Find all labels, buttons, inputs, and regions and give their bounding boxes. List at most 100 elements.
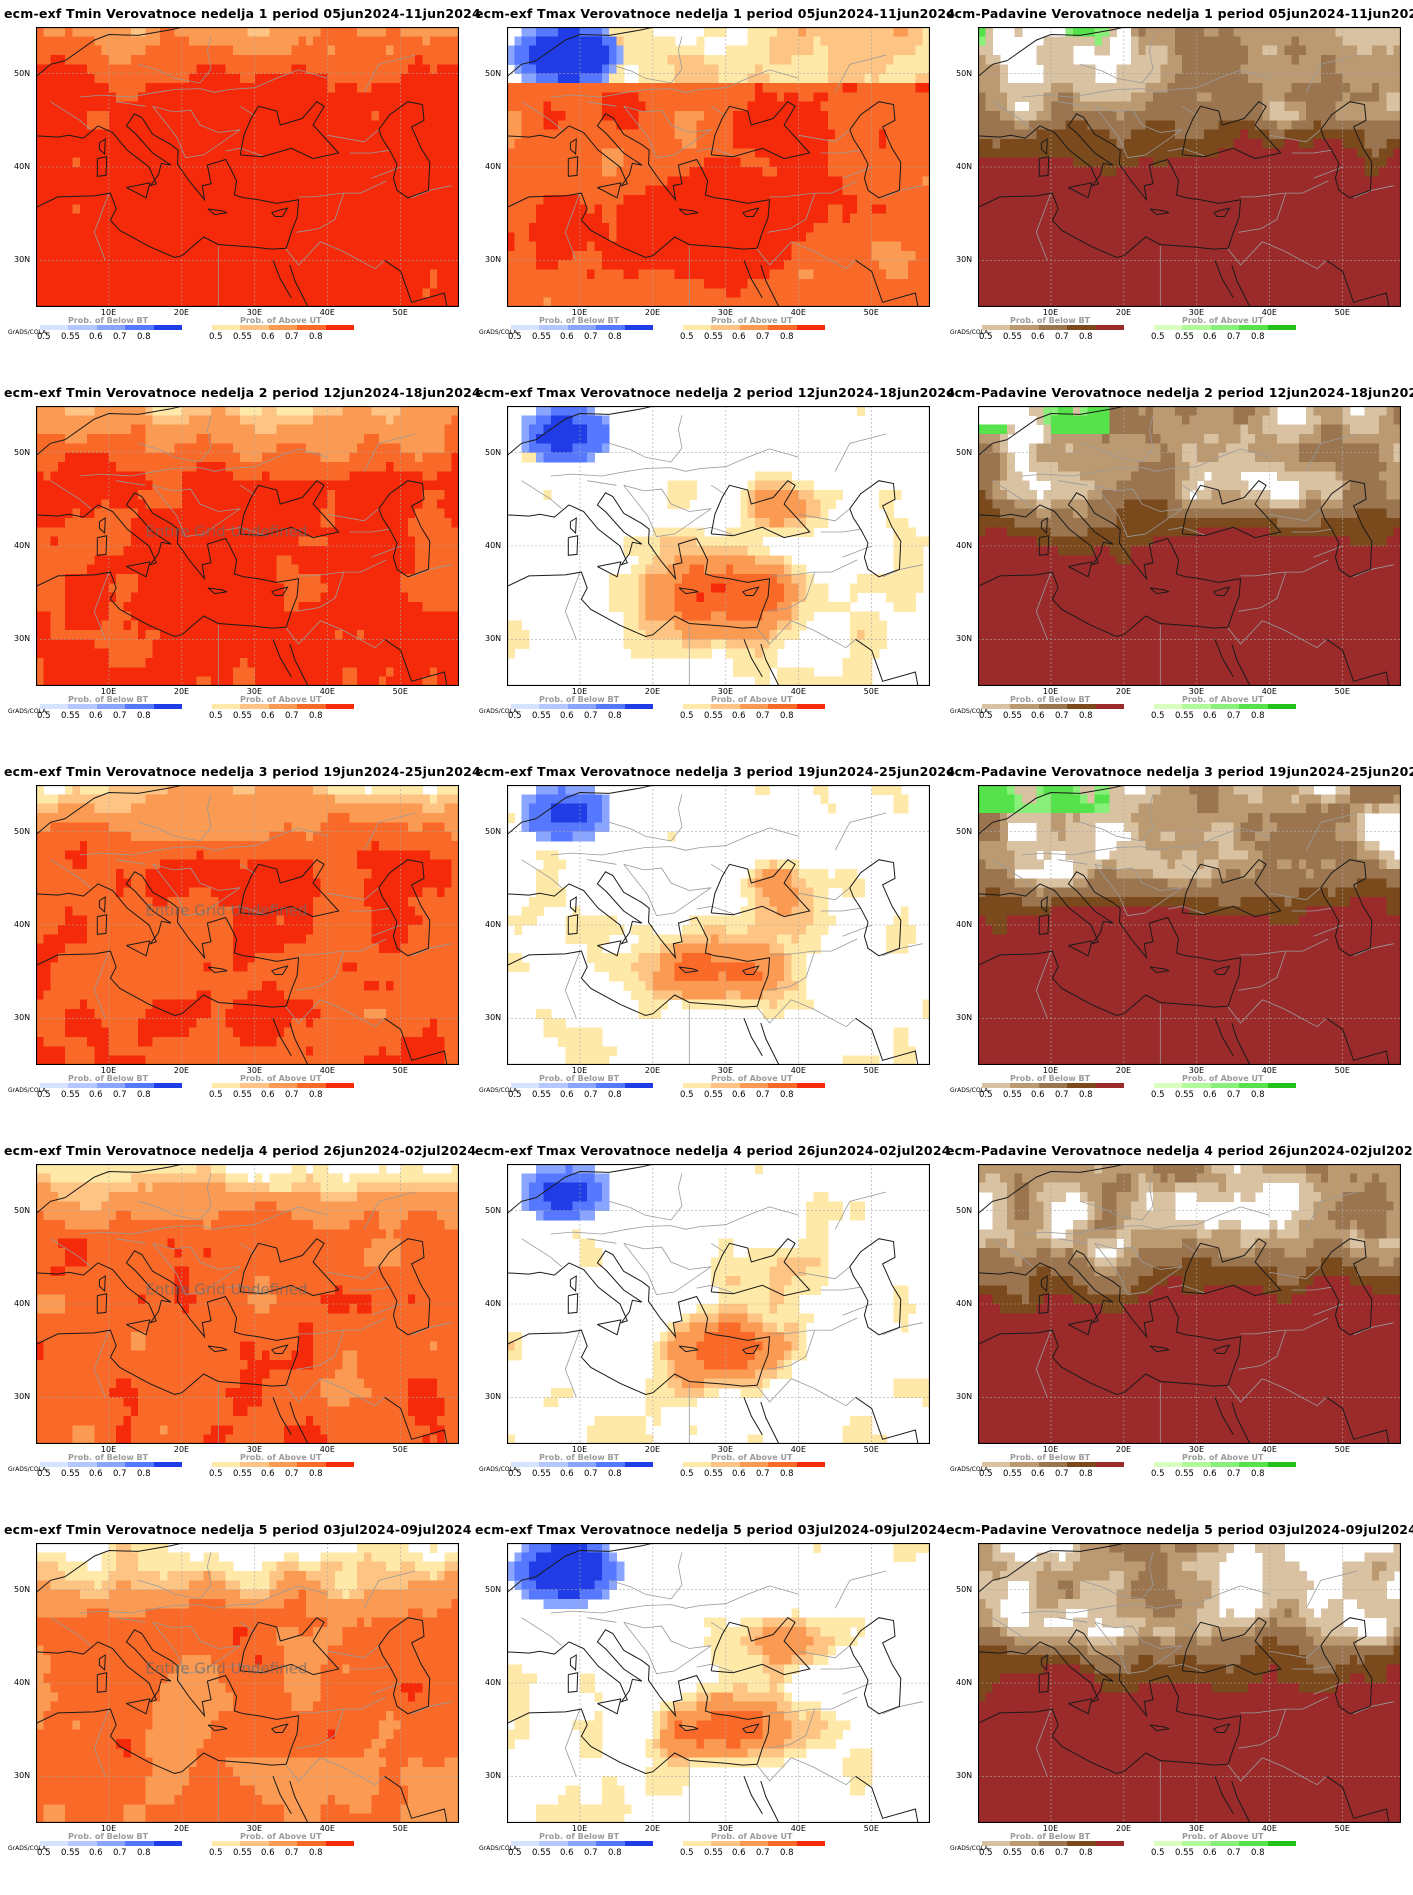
map-frame [978, 1164, 1401, 1444]
colorbar-swatch [596, 325, 625, 330]
colorbar-swatch [1267, 1841, 1297, 1846]
colorbar-label: 0.5 [979, 332, 993, 342]
colorbar-label: 0.8 [1251, 1090, 1265, 1100]
map-panel: ecm-exf Tmin Verovatnoce nedelja 5 perio… [0, 1516, 471, 1895]
colorbar-title-below: Prob. of Below BT [539, 316, 619, 325]
map-panel: ecm-exf Tmax Verovatnoce nedelja 4 perio… [471, 1137, 950, 1516]
colorbar-swatch [1038, 1462, 1068, 1467]
x-tick-label: 10E [1043, 1824, 1058, 1833]
colorbar-label: 0.5 [37, 1469, 51, 1479]
colorbar-label: 0.6 [1031, 1469, 1045, 1479]
x-tick-label: 50E [393, 687, 408, 696]
probability-cells [978, 785, 1401, 1065]
colorbar-label: 0.5 [37, 1090, 51, 1100]
colorbar-label: 0.5 [979, 711, 993, 721]
colorbar-label: 0.8 [1251, 332, 1265, 342]
colorbar-title-below: Prob. of Below BT [68, 1832, 148, 1841]
map-frame [507, 785, 930, 1065]
y-tick-label: 30N [14, 1392, 30, 1401]
colorbar-below [40, 704, 183, 709]
x-tick-label: 50E [1335, 1066, 1350, 1075]
country-borders [521, 794, 923, 1065]
y-tick-label: 40N [956, 162, 972, 171]
colorbar-label: 0.7 [113, 1090, 127, 1100]
panel-title: ecm-exf Tmax Verovatnoce nedelja 1 perio… [475, 6, 955, 21]
x-tick-label: 40E [320, 1445, 335, 1454]
x-tick-label: 10E [572, 1445, 587, 1454]
colorbar-label: 0.6 [1031, 1848, 1045, 1858]
probability-cells [36, 27, 459, 307]
colorbar-label: 0.8 [137, 711, 151, 721]
colorbar-label: 0.6 [732, 711, 746, 721]
colorbar-swatch [325, 704, 355, 709]
colorbar-swatch [711, 1083, 740, 1088]
colorbar-label: 0.8 [1251, 711, 1265, 721]
map-panel: ecm-exf Tmin Verovatnoce nedelja 4 perio… [0, 1137, 476, 1516]
colorbar-title-above: Prob. of Above UT [1182, 695, 1263, 704]
colorbar-title-below: Prob. of Below BT [1010, 1453, 1090, 1462]
colorbar-label: 0.8 [309, 1090, 323, 1100]
colorbar-label: 0.55 [1175, 1848, 1194, 1858]
colorbar-label: 0.5 [680, 1848, 694, 1858]
coastlines [978, 1543, 1390, 1823]
country-borders [992, 794, 1394, 1065]
coastlines [978, 1164, 1390, 1444]
map-panel: ecm-exf Tmax Verovatnoce nedelja 3 perio… [471, 758, 955, 1137]
x-tick-label: 30E [1189, 1066, 1204, 1075]
x-tick-label: 30E [247, 687, 262, 696]
colorbar-label: 0.55 [233, 711, 252, 721]
y-tick-label: 40N [14, 1678, 30, 1687]
x-tick-label: 30E [247, 1445, 262, 1454]
x-tick-label: 20E [1116, 308, 1131, 317]
x-tick-label: 10E [572, 1824, 587, 1833]
probability-cells [36, 1164, 459, 1444]
x-tick-label: 50E [864, 1445, 879, 1454]
colorbar-swatch [768, 325, 797, 330]
colorbar-above [212, 1083, 355, 1088]
map-frame [36, 1164, 459, 1444]
colorbar-swatch [982, 704, 1011, 709]
probability-cells [978, 27, 1401, 307]
probability-map [978, 406, 1401, 686]
colorbar-label: 0.55 [532, 711, 551, 721]
map-panel: ecm-exf Tmax Verovatnoce nedelja 2 perio… [471, 379, 955, 758]
colorbar-label: 0.7 [756, 332, 770, 342]
colorbar-above [212, 704, 355, 709]
colorbar-swatch [1067, 1083, 1096, 1088]
graticule [36, 27, 459, 307]
graticule [978, 785, 1401, 1065]
x-tick-label: 30E [247, 308, 262, 317]
colorbar-below [511, 704, 654, 709]
colorbar-swatch [796, 1083, 826, 1088]
colorbar-swatch [796, 1462, 826, 1467]
probability-map: Entire Grid Undefined [36, 1164, 459, 1444]
probability-map [978, 27, 1401, 307]
colorbar-label: 0.5 [680, 1090, 694, 1100]
country-borders [992, 1173, 1394, 1444]
undefined-grid-stamp: Entire Grid Undefined [145, 902, 307, 920]
colorbar-swatch [982, 1083, 1011, 1088]
colorbar-label: 0.6 [1203, 711, 1217, 721]
x-tick-label: 10E [101, 308, 116, 317]
colorbar-swatch [1267, 1083, 1297, 1088]
colorbar-label: 0.8 [137, 1090, 151, 1100]
y-tick-label: 40N [485, 541, 501, 550]
colorbar-swatch [539, 325, 568, 330]
x-tick-label: 40E [791, 308, 806, 317]
colorbar-swatch [1038, 325, 1068, 330]
colorbar-label: 0.55 [704, 1090, 723, 1100]
colorbar-swatch [68, 1083, 97, 1088]
colorbar-title-below: Prob. of Below BT [1010, 1832, 1090, 1841]
colorbar-label: 0.7 [1055, 1848, 1069, 1858]
colorbar-swatch [125, 325, 154, 330]
probability-cells [978, 1543, 1401, 1823]
colorbar-swatch [624, 1841, 654, 1846]
colorbar-swatch [1210, 325, 1240, 330]
x-tick-label: 50E [864, 1066, 879, 1075]
colorbar-label: 0.7 [1055, 711, 1069, 721]
colorbar-swatch [40, 704, 69, 709]
colorbar-swatch [982, 1462, 1011, 1467]
colorbar-below [40, 325, 183, 330]
map-frame [507, 406, 930, 686]
colorbar-swatch [297, 325, 326, 330]
